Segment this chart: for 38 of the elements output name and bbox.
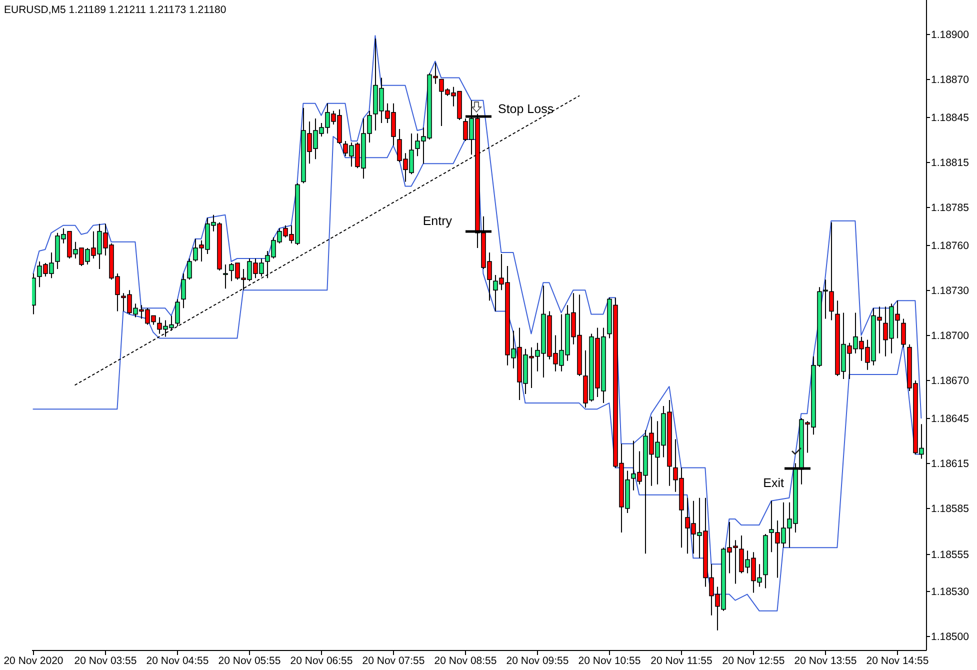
- annotation: Exit: [763, 476, 785, 490]
- y-tick-label: 1.18870: [931, 74, 970, 86]
- chart-title: EURUSD,M5 1.21189 1.21211 1.21173 1.21180: [4, 4, 226, 16]
- x-tick-label: 20 Nov 11:55: [650, 655, 712, 667]
- y-tick-label: 1.18815: [931, 157, 970, 170]
- candlestick: [901, 318, 906, 348]
- x-tick-label: 20 Nov 10:55: [578, 655, 641, 667]
- y-tick-label: 1.18615: [931, 458, 970, 470]
- x-tick-label: 20 Nov 14:55: [866, 655, 929, 667]
- candlestick: [175, 298, 180, 327]
- x-tick-label: 20 Nov 09:55: [506, 655, 569, 667]
- x-tick-label: 20 Nov 03:55: [74, 655, 137, 667]
- y-tick-label: 1.18670: [931, 375, 970, 388]
- candlestick: [223, 264, 228, 290]
- y-tick-label: 1.18845: [931, 112, 970, 124]
- x-tick-label: 20 Nov 12:55: [722, 655, 785, 667]
- x-tick-label: 20 Nov 07:55: [362, 655, 425, 667]
- y-tick-label: 1.18555: [931, 549, 970, 562]
- y-tick-label: 1.18900: [931, 29, 970, 42]
- y-tick-label: 1.18730: [931, 285, 970, 298]
- x-tick-label: 20 Nov 13:55: [794, 655, 857, 667]
- y-tick-label: 1.18585: [931, 503, 970, 516]
- x-tick-label: 20 Nov 2020: [4, 655, 64, 667]
- x-tick-label: 20 Nov 06:55: [290, 655, 353, 667]
- y-tick-label: 1.18700: [931, 330, 970, 342]
- x-tick-label: 20 Nov 04:55: [146, 655, 209, 667]
- line-series: [32, 35, 922, 565]
- y-tick-label: 1.18645: [931, 413, 970, 426]
- candlestick: [187, 258, 192, 280]
- annotation: Stop Loss: [498, 102, 554, 116]
- candlestick: [181, 273, 186, 309]
- y-tick-label: 1.18500: [931, 631, 970, 644]
- y-tick-label: 1.18760: [931, 240, 970, 252]
- annotation: Entry: [422, 214, 453, 228]
- x-tick-label: 20 Nov 05:55: [218, 655, 281, 667]
- x-tick-label: 20 Nov 08:55: [434, 655, 497, 667]
- y-tick-label: 1.18530: [931, 586, 970, 598]
- y-tick-label: 1.18785: [931, 202, 970, 214]
